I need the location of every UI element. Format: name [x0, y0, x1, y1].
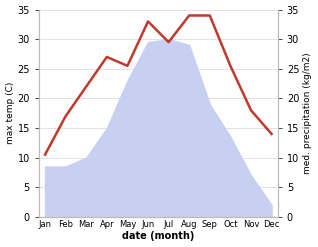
Y-axis label: med. precipitation (kg/m2): med. precipitation (kg/m2): [303, 52, 313, 174]
X-axis label: date (month): date (month): [122, 231, 195, 242]
Y-axis label: max temp (C): max temp (C): [5, 82, 15, 144]
